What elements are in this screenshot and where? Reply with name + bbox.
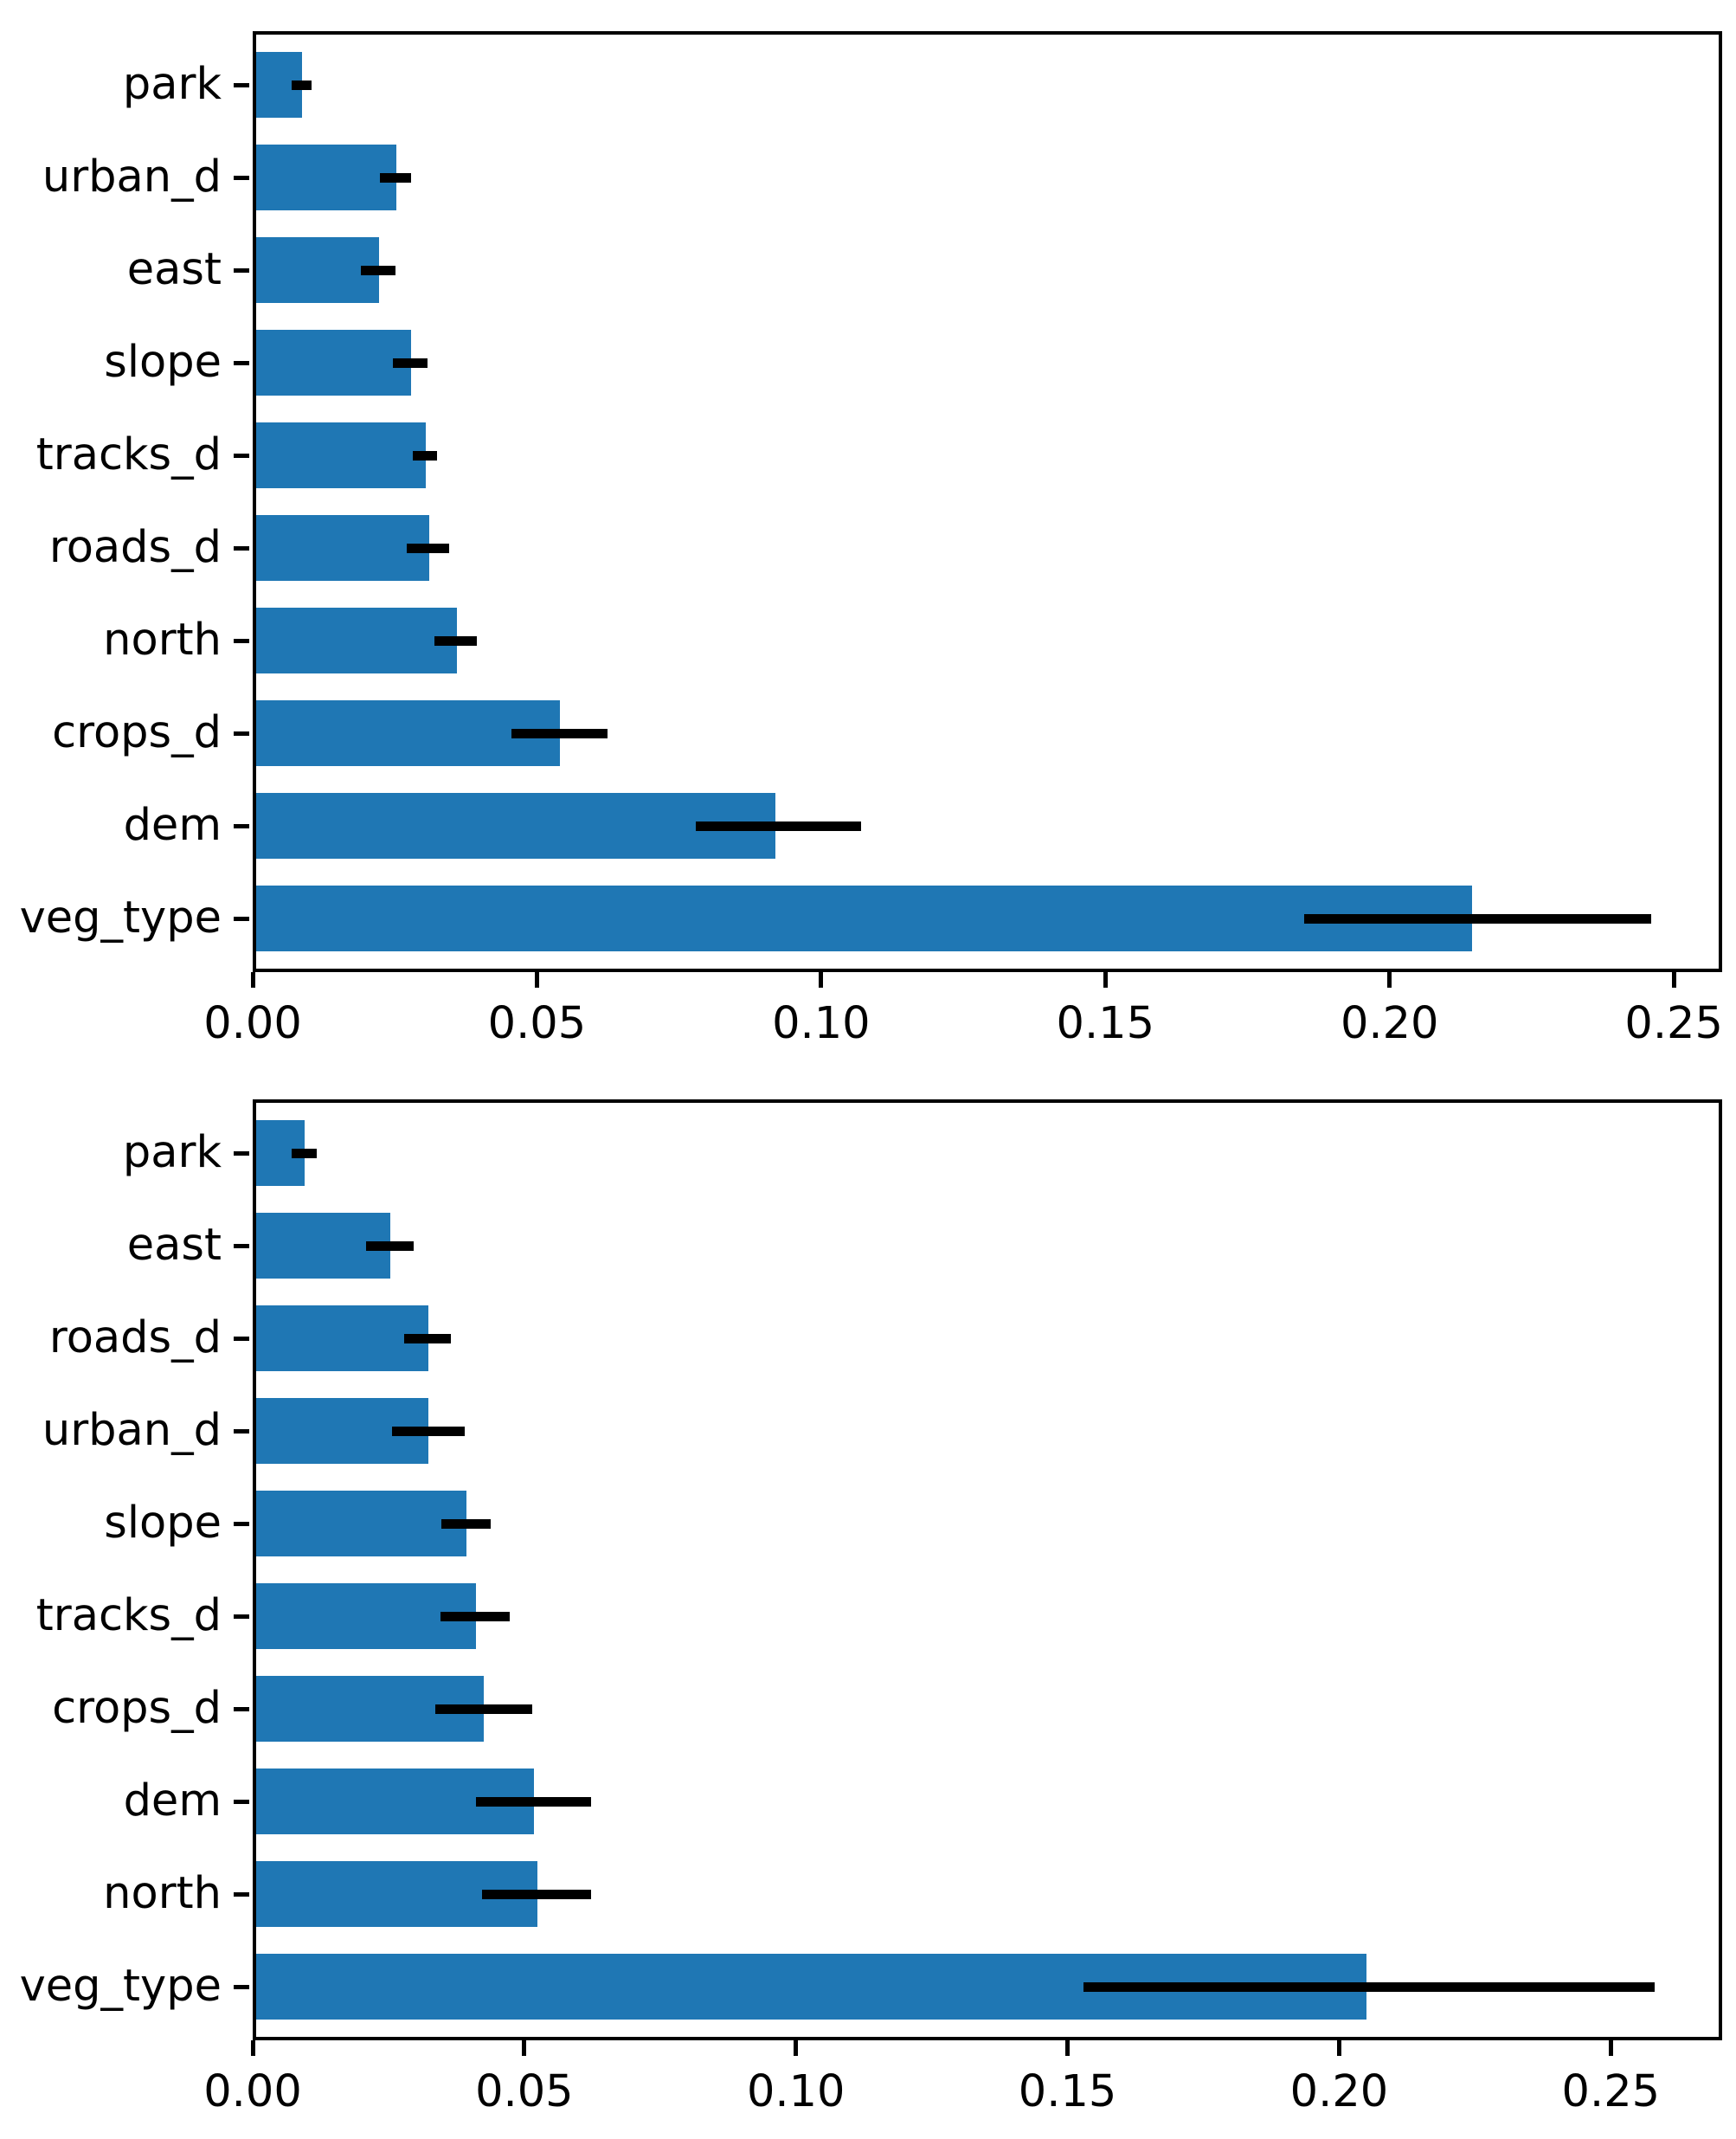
y-tick-mark <box>234 1336 249 1341</box>
error-bar-veg_type <box>1304 913 1651 924</box>
y-tick-label-park: park <box>122 59 222 110</box>
bar-crops_d <box>253 700 560 766</box>
y-tick-mark <box>234 1614 249 1619</box>
y-tick-label-north: north <box>103 615 222 666</box>
x-tick-label: 0.15 <box>1056 998 1155 1049</box>
y-tick-mark <box>234 916 249 921</box>
x-tick-label: 0.20 <box>1340 998 1439 1049</box>
y-tick-mark <box>234 823 249 828</box>
y-tick-mark <box>234 1521 249 1526</box>
error-bar-north <box>481 1889 592 1899</box>
y-tick-mark <box>234 545 249 551</box>
error-bar-roads_d <box>404 1333 452 1343</box>
y-tick-label-crops_d: crops_d <box>52 1683 222 1734</box>
y-tick-label-tracks_d: tracks_d <box>35 429 222 480</box>
bar-east <box>253 237 379 303</box>
x-tick-mark <box>1065 2040 1071 2056</box>
error-bar-roads_d <box>407 543 449 553</box>
error-bar-slope <box>393 358 428 368</box>
y-tick-mark <box>234 1150 249 1156</box>
x-tick-mark <box>1608 2040 1613 2056</box>
error-bar-crops_d <box>434 1704 532 1714</box>
y-tick-label-dem: dem <box>123 800 222 851</box>
x-tick-mark <box>250 2040 255 2056</box>
y-tick-mark <box>234 175 249 180</box>
x-tick-label: 0.10 <box>746 2066 845 2117</box>
y-tick-mark <box>234 1799 249 1804</box>
x-tick-label: 0.00 <box>203 2066 302 2117</box>
y-tick-mark <box>234 453 249 458</box>
x-tick-label: 0.25 <box>1624 998 1723 1049</box>
x-tick-mark <box>1336 2040 1341 2056</box>
bar-slope <box>253 330 411 396</box>
y-tick-label-veg_type: veg_type <box>19 1961 222 2012</box>
y-tick-label-tracks_d: tracks_d <box>35 1590 222 1641</box>
bar-dem <box>253 793 776 859</box>
y-tick-mark <box>234 1243 249 1248</box>
error-bar-north <box>434 635 477 646</box>
x-tick-mark <box>819 972 824 988</box>
bar-slope <box>253 1491 466 1556</box>
y-tick-mark <box>234 1706 249 1711</box>
error-bar-veg_type <box>1083 1981 1655 1992</box>
x-tick-label: 0.00 <box>203 998 302 1049</box>
x-tick-label: 0.10 <box>772 998 871 1049</box>
y-tick-label-park: park <box>122 1127 222 1178</box>
error-bar-east <box>361 265 395 275</box>
y-tick-mark <box>234 360 249 365</box>
x-tick-label: 0.05 <box>487 998 587 1049</box>
error-bar-east <box>366 1240 414 1251</box>
y-tick-mark <box>234 267 249 273</box>
x-tick-mark <box>1671 972 1676 988</box>
y-tick-label-north: north <box>103 1868 222 1919</box>
x-tick-mark <box>522 2040 527 2056</box>
y-tick-label-slope: slope <box>104 337 222 388</box>
y-tick-label-slope: slope <box>104 1498 222 1549</box>
bar-urban_d <box>253 145 397 210</box>
x-tick-mark <box>1103 972 1108 988</box>
x-tick-mark <box>250 972 255 988</box>
error-bar-tracks_d <box>413 450 437 461</box>
y-tick-mark <box>234 82 249 87</box>
error-bar-urban_d <box>391 1426 465 1436</box>
x-tick-mark <box>794 2040 799 2056</box>
x-tick-mark <box>1387 972 1392 988</box>
bar-veg_type <box>253 886 1472 951</box>
bar-north <box>253 608 457 673</box>
x-tick-label: 0.15 <box>1018 2066 1117 2117</box>
y-tick-label-east: east <box>126 244 222 295</box>
bar-roads_d <box>253 1305 428 1371</box>
y-tick-label-east: east <box>126 1220 222 1271</box>
error-bar-crops_d <box>511 728 608 738</box>
x-tick-label: 0.20 <box>1289 2066 1389 2117</box>
error-bar-dem <box>695 821 861 831</box>
y-tick-label-veg_type: veg_type <box>19 892 222 944</box>
x-tick-mark <box>534 972 539 988</box>
y-tick-label-roads_d: roads_d <box>48 1312 222 1363</box>
y-tick-mark <box>234 731 249 736</box>
y-tick-label-urban_d: urban_d <box>42 151 222 203</box>
y-tick-mark <box>234 1891 249 1897</box>
y-tick-mark <box>234 1984 249 1989</box>
error-bar-dem <box>475 1796 592 1807</box>
error-bar-park <box>291 80 312 90</box>
x-tick-label: 0.05 <box>475 2066 574 2117</box>
error-bar-slope <box>440 1518 491 1529</box>
error-bar-urban_d <box>380 172 412 183</box>
y-tick-label-crops_d: crops_d <box>52 707 222 758</box>
x-tick-label: 0.25 <box>1561 2066 1661 2117</box>
bar-tracks_d <box>253 1583 476 1649</box>
error-bar-tracks_d <box>440 1611 510 1621</box>
y-tick-label-roads_d: roads_d <box>48 522 222 573</box>
y-tick-label-urban_d: urban_d <box>42 1405 222 1456</box>
bar-roads_d <box>253 515 429 581</box>
y-tick-label-dem: dem <box>123 1775 222 1827</box>
error-bar-park <box>292 1148 318 1158</box>
y-tick-mark <box>234 1428 249 1434</box>
bar-tracks_d <box>253 422 426 488</box>
y-tick-mark <box>234 638 249 643</box>
